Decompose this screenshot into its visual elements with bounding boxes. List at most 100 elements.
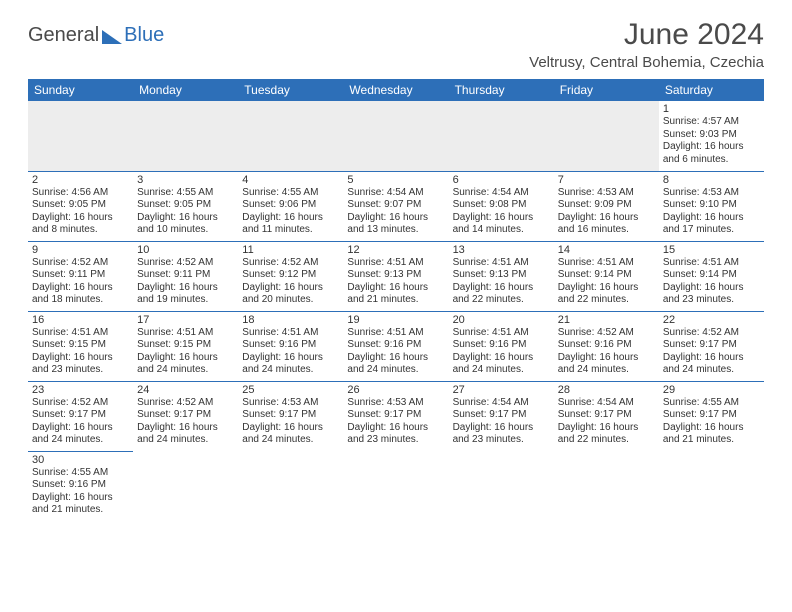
day-number: 7 <box>558 174 655 186</box>
day-number: 16 <box>32 314 129 326</box>
day-cell <box>449 101 554 171</box>
day-sunrise: Sunrise: 4:51 AM <box>453 257 550 270</box>
day-cell <box>238 101 343 171</box>
day-sunrise: Sunrise: 4:54 AM <box>453 187 550 200</box>
day-cell: 17Sunrise: 4:51 AMSunset: 9:15 PMDayligh… <box>133 311 238 381</box>
day-day2: and 8 minutes. <box>32 224 129 237</box>
day-sunrise: Sunrise: 4:54 AM <box>558 397 655 410</box>
day-number: 28 <box>558 384 655 396</box>
day-sunrise: Sunrise: 4:52 AM <box>137 397 234 410</box>
day-day2: and 24 minutes. <box>32 434 129 447</box>
day-day1: Daylight: 16 hours <box>137 282 234 295</box>
day-day1: Daylight: 16 hours <box>137 422 234 435</box>
day-sunrise: Sunrise: 4:51 AM <box>347 257 444 270</box>
day-number: 30 <box>32 454 129 466</box>
day-sunrise: Sunrise: 4:55 AM <box>242 187 339 200</box>
day-sunrise: Sunrise: 4:51 AM <box>453 327 550 340</box>
day-cell <box>554 101 659 171</box>
day-number: 19 <box>347 314 444 326</box>
day-number: 9 <box>32 244 129 256</box>
day-sunset: Sunset: 9:10 PM <box>663 199 760 212</box>
day-number: 18 <box>242 314 339 326</box>
brand-part2: Blue <box>124 24 164 47</box>
day-day1: Daylight: 16 hours <box>663 422 760 435</box>
day-cell: 22Sunrise: 4:52 AMSunset: 9:17 PMDayligh… <box>659 311 764 381</box>
day-cell: 25Sunrise: 4:53 AMSunset: 9:17 PMDayligh… <box>238 381 343 451</box>
day-day2: and 21 minutes. <box>32 504 129 517</box>
day-cell <box>449 451 554 521</box>
day-number: 12 <box>347 244 444 256</box>
day-cell: 8Sunrise: 4:53 AMSunset: 9:10 PMDaylight… <box>659 171 764 241</box>
day-cell: 16Sunrise: 4:51 AMSunset: 9:15 PMDayligh… <box>28 311 133 381</box>
day-day2: and 23 minutes. <box>453 434 550 447</box>
day-cell: 4Sunrise: 4:55 AMSunset: 9:06 PMDaylight… <box>238 171 343 241</box>
day-sunset: Sunset: 9:16 PM <box>242 339 339 352</box>
calendar-table: Sunday Monday Tuesday Wednesday Thursday… <box>28 79 764 521</box>
day-sunset: Sunset: 9:17 PM <box>32 409 129 422</box>
day-sunrise: Sunrise: 4:51 AM <box>32 327 129 340</box>
day-number: 27 <box>453 384 550 396</box>
day-day2: and 11 minutes. <box>242 224 339 237</box>
day-cell: 12Sunrise: 4:51 AMSunset: 9:13 PMDayligh… <box>343 241 448 311</box>
day-day1: Daylight: 16 hours <box>137 212 234 225</box>
day-cell <box>554 451 659 521</box>
day-cell <box>659 451 764 521</box>
day-sunset: Sunset: 9:07 PM <box>347 199 444 212</box>
day-cell: 5Sunrise: 4:54 AMSunset: 9:07 PMDaylight… <box>343 171 448 241</box>
day-day1: Daylight: 16 hours <box>347 282 444 295</box>
dayhead-wed: Wednesday <box>343 79 448 101</box>
day-number: 10 <box>137 244 234 256</box>
day-sunrise: Sunrise: 4:51 AM <box>347 327 444 340</box>
day-number: 6 <box>453 174 550 186</box>
day-day1: Daylight: 16 hours <box>663 141 760 154</box>
day-number: 4 <box>242 174 339 186</box>
day-cell: 3Sunrise: 4:55 AMSunset: 9:05 PMDaylight… <box>133 171 238 241</box>
dayhead-sun: Sunday <box>28 79 133 101</box>
day-sunset: Sunset: 9:11 PM <box>137 269 234 282</box>
day-day1: Daylight: 16 hours <box>453 352 550 365</box>
day-number: 15 <box>663 244 760 256</box>
day-sunrise: Sunrise: 4:54 AM <box>453 397 550 410</box>
day-sunset: Sunset: 9:03 PM <box>663 129 760 142</box>
day-day1: Daylight: 16 hours <box>558 422 655 435</box>
day-day1: Daylight: 16 hours <box>558 282 655 295</box>
brand-triangle-icon <box>102 28 122 44</box>
title-block: June 2024 Veltrusy, Central Bohemia, Cze… <box>529 18 764 71</box>
day-sunrise: Sunrise: 4:51 AM <box>558 257 655 270</box>
day-day2: and 23 minutes. <box>663 294 760 307</box>
day-day2: and 24 minutes. <box>453 364 550 377</box>
day-cell: 24Sunrise: 4:52 AMSunset: 9:17 PMDayligh… <box>133 381 238 451</box>
day-cell: 9Sunrise: 4:52 AMSunset: 9:11 PMDaylight… <box>28 241 133 311</box>
dayhead-tue: Tuesday <box>238 79 343 101</box>
day-number: 17 <box>137 314 234 326</box>
week-row: 30Sunrise: 4:55 AMSunset: 9:16 PMDayligh… <box>28 451 764 521</box>
day-day1: Daylight: 16 hours <box>32 492 129 505</box>
day-sunset: Sunset: 9:17 PM <box>453 409 550 422</box>
day-day1: Daylight: 16 hours <box>453 282 550 295</box>
day-sunset: Sunset: 9:15 PM <box>137 339 234 352</box>
day-day2: and 10 minutes. <box>137 224 234 237</box>
day-cell <box>133 451 238 521</box>
day-sunrise: Sunrise: 4:56 AM <box>32 187 129 200</box>
header: General Blue June 2024 Veltrusy, Central… <box>28 18 764 71</box>
calendar-page: General Blue June 2024 Veltrusy, Central… <box>0 0 792 521</box>
day-sunset: Sunset: 9:08 PM <box>453 199 550 212</box>
day-number: 3 <box>137 174 234 186</box>
day-day1: Daylight: 16 hours <box>32 422 129 435</box>
day-day1: Daylight: 16 hours <box>663 212 760 225</box>
day-number: 23 <box>32 384 129 396</box>
day-sunset: Sunset: 9:12 PM <box>242 269 339 282</box>
week-row: 23Sunrise: 4:52 AMSunset: 9:17 PMDayligh… <box>28 381 764 451</box>
day-day1: Daylight: 16 hours <box>347 352 444 365</box>
day-sunset: Sunset: 9:11 PM <box>32 269 129 282</box>
day-day2: and 19 minutes. <box>137 294 234 307</box>
day-number: 1 <box>663 103 760 115</box>
location: Veltrusy, Central Bohemia, Czechia <box>529 54 764 71</box>
day-sunset: Sunset: 9:16 PM <box>453 339 550 352</box>
week-row: 16Sunrise: 4:51 AMSunset: 9:15 PMDayligh… <box>28 311 764 381</box>
day-cell: 29Sunrise: 4:55 AMSunset: 9:17 PMDayligh… <box>659 381 764 451</box>
day-day1: Daylight: 16 hours <box>242 352 339 365</box>
day-day1: Daylight: 16 hours <box>558 212 655 225</box>
day-number: 5 <box>347 174 444 186</box>
day-sunrise: Sunrise: 4:52 AM <box>137 257 234 270</box>
